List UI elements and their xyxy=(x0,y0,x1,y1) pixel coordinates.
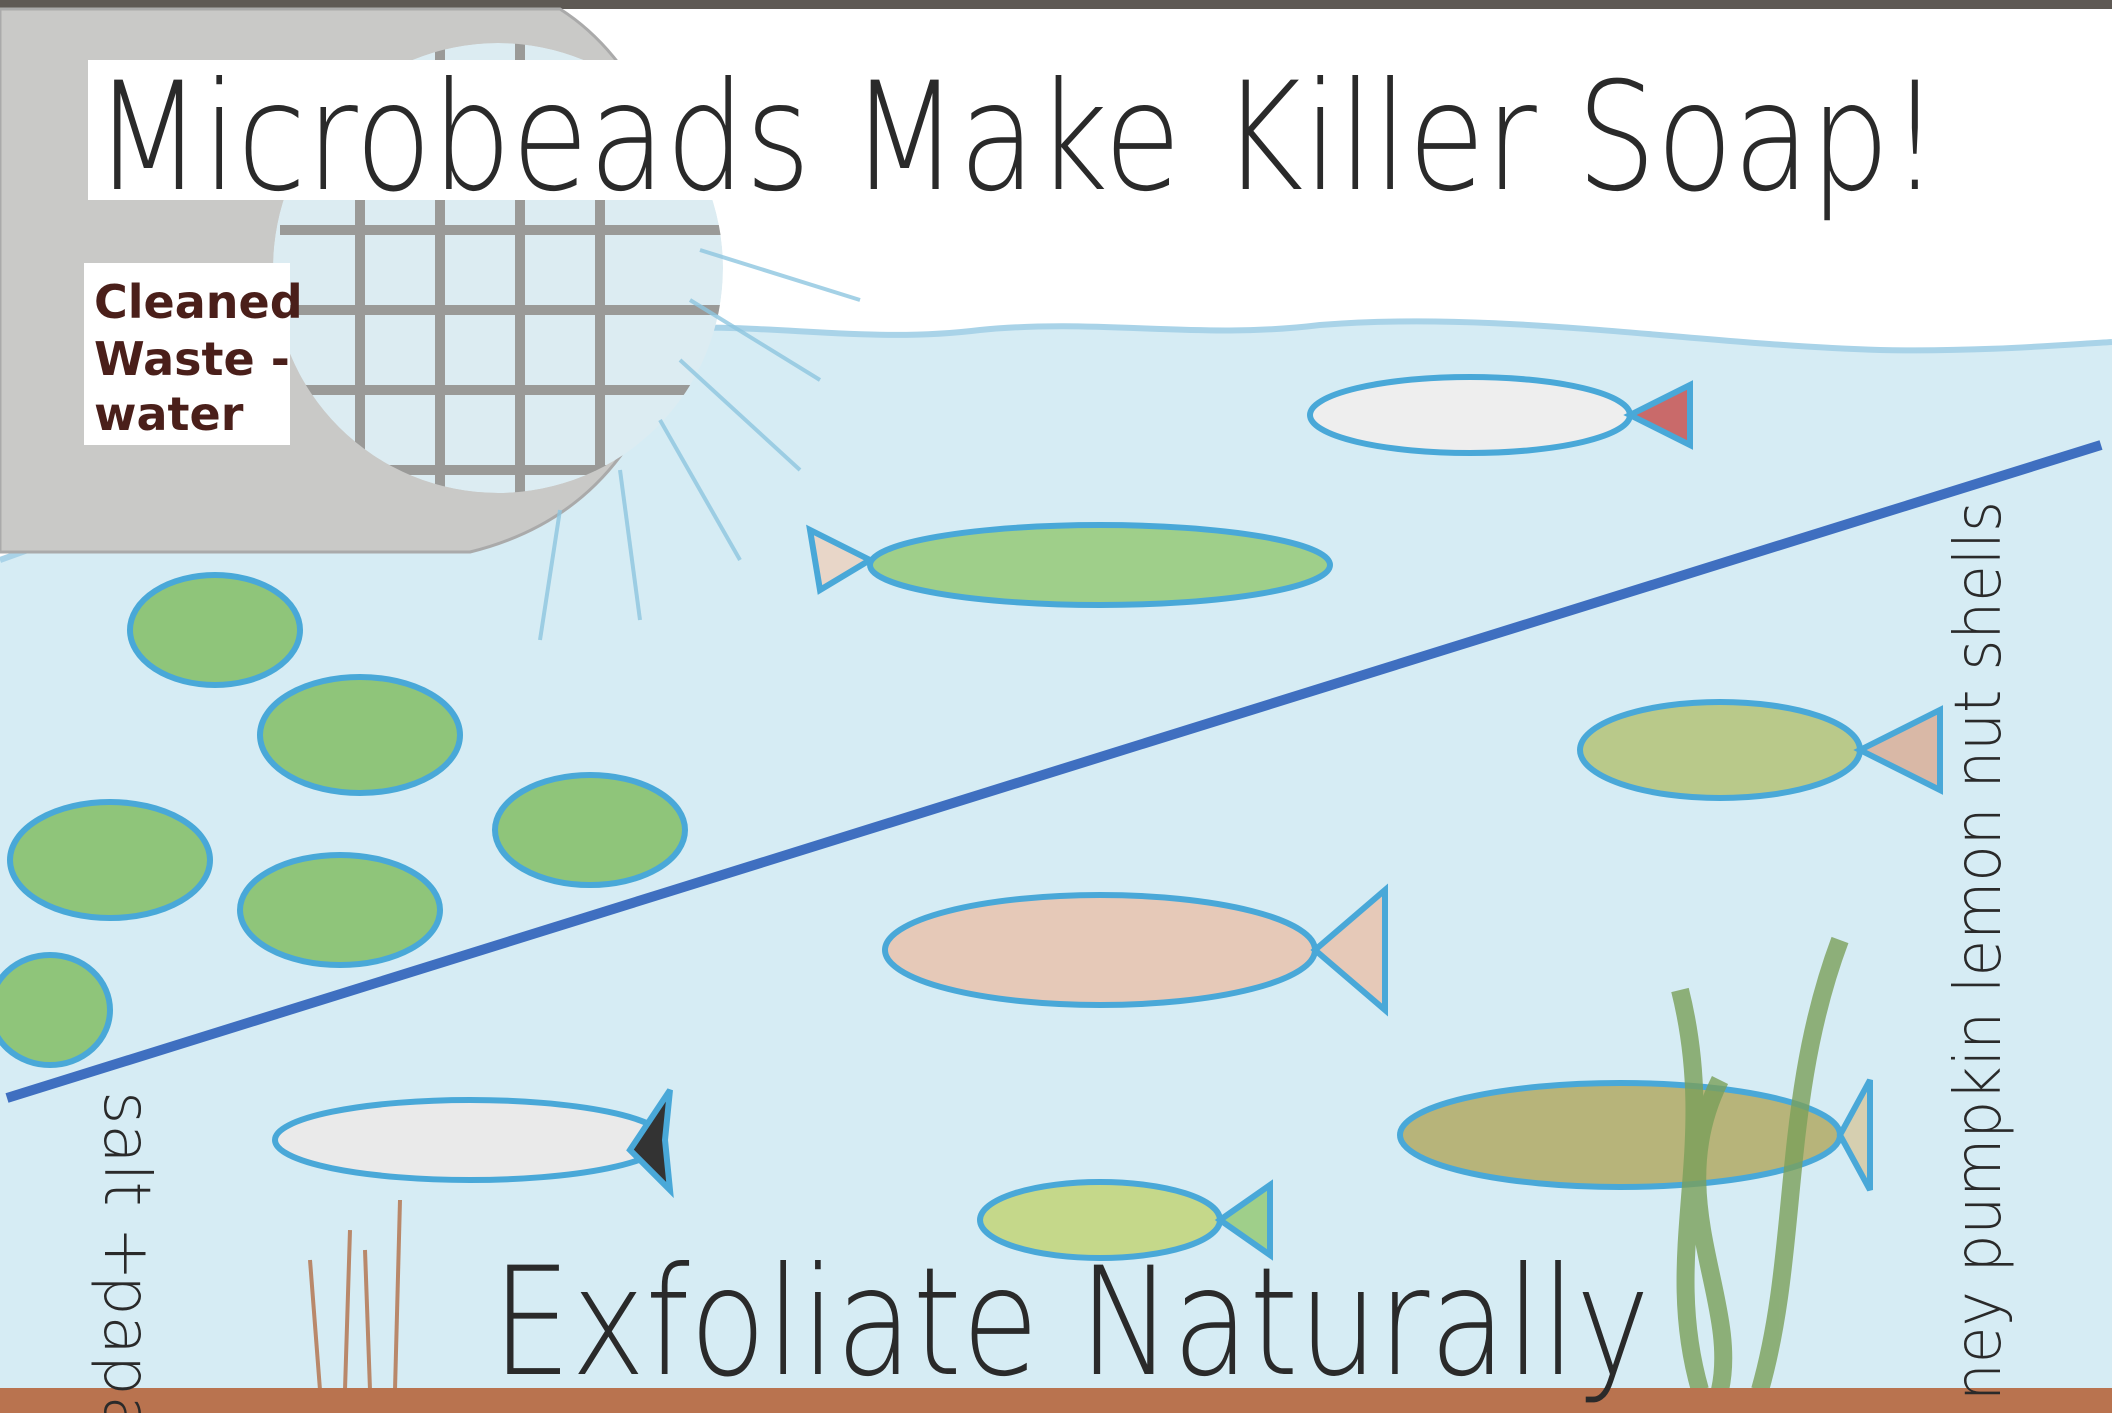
sign-line: Cleaned xyxy=(94,275,303,329)
sign-line: water xyxy=(94,387,244,441)
left-side-text: salt + xyxy=(89,1091,163,1280)
slogan: Exfoliate Naturally xyxy=(492,1236,1650,1410)
title: Microbeads Make Killer Soap! xyxy=(94,51,1940,225)
right-side-text: ney pumpkin lemon nut shells xyxy=(1942,501,2016,1401)
page: {"poster": { "title": "Microbeads Make K… xyxy=(0,0,2112,1413)
left-side-text: papa xyxy=(89,1275,163,1413)
poster: Cleaned Waste - water Microbeads Make Ki… xyxy=(0,0,2112,1413)
sign-line: Waste - xyxy=(94,332,290,386)
